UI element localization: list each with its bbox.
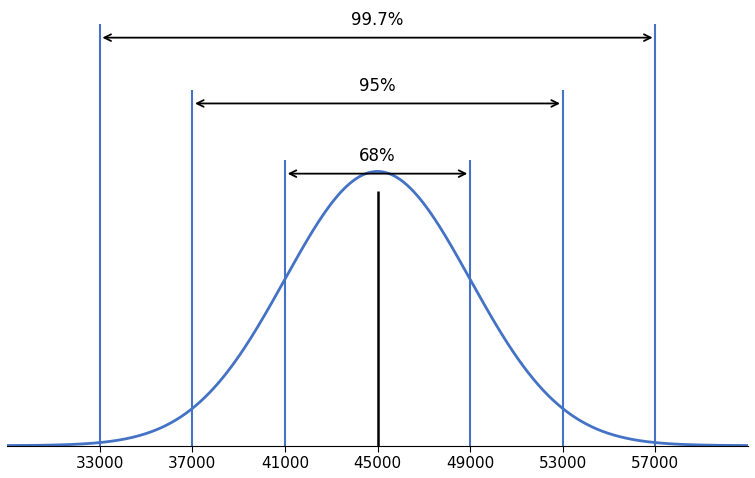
Text: 95%: 95% [359, 76, 396, 95]
Text: 99.7%: 99.7% [351, 11, 404, 29]
Text: 68%: 68% [359, 147, 396, 165]
